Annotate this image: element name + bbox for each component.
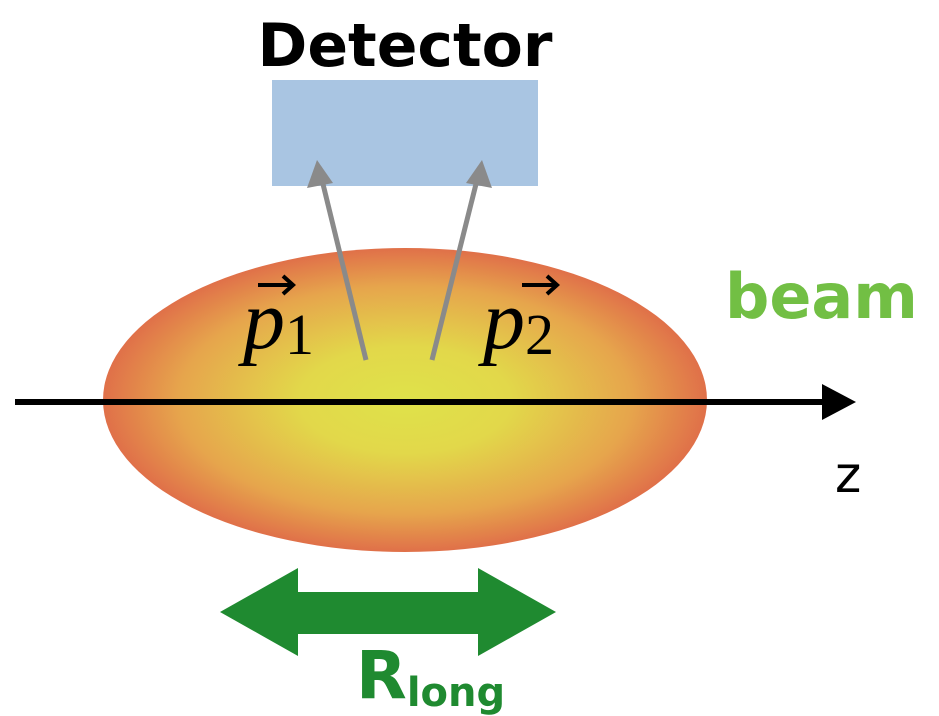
size-symbol: R (356, 637, 407, 714)
detector-label: Detector (258, 11, 553, 81)
p1-symbol: p (238, 274, 285, 367)
z-label: z (835, 446, 861, 504)
p1-subscript: 1 (285, 302, 314, 367)
diagram: Detector z beam p1 p2 Rlong (0, 0, 939, 716)
p2-subscript: 2 (525, 302, 554, 367)
z-axis-head (822, 384, 856, 420)
beam-label: beam (725, 260, 918, 333)
p2-symbol: p (478, 274, 525, 367)
size-subscript: long (407, 670, 505, 716)
detector-box (272, 80, 538, 186)
